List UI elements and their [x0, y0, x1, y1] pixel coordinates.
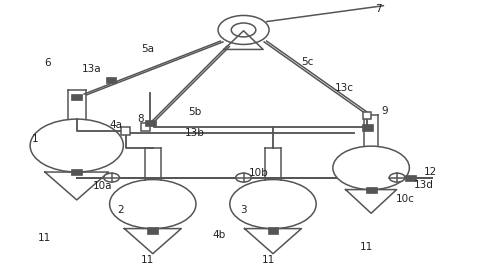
Text: 7: 7: [375, 4, 382, 14]
Bar: [141, 123, 150, 131]
Circle shape: [110, 179, 196, 228]
Text: 8: 8: [137, 114, 144, 124]
Text: 11: 11: [141, 255, 154, 265]
Text: 11: 11: [360, 242, 373, 252]
Text: 4b: 4b: [213, 230, 226, 240]
Circle shape: [389, 173, 405, 182]
Bar: [71, 94, 82, 100]
Bar: [366, 186, 376, 193]
Text: 3: 3: [240, 205, 247, 215]
Circle shape: [333, 146, 409, 190]
Bar: [122, 127, 130, 135]
Text: 6: 6: [44, 59, 51, 68]
Text: 11: 11: [38, 232, 52, 242]
Text: 2: 2: [118, 205, 124, 215]
Bar: [146, 120, 156, 126]
Circle shape: [104, 173, 120, 182]
Bar: [71, 169, 82, 175]
Text: 10c: 10c: [396, 193, 415, 204]
Bar: [148, 227, 158, 234]
Bar: [106, 77, 117, 83]
Bar: [363, 112, 371, 119]
Text: 12: 12: [423, 167, 436, 177]
Text: 13b: 13b: [184, 128, 204, 138]
Bar: [362, 124, 372, 130]
Text: 10b: 10b: [248, 169, 268, 178]
Circle shape: [30, 119, 123, 172]
Text: 13c: 13c: [335, 83, 354, 94]
Text: 5a: 5a: [141, 45, 154, 54]
Text: 13a: 13a: [82, 64, 101, 74]
Bar: [405, 174, 416, 181]
Bar: [268, 227, 278, 234]
Text: 4a: 4a: [110, 120, 123, 130]
Text: 13d: 13d: [414, 179, 433, 190]
Text: 1: 1: [31, 134, 38, 144]
Text: 10a: 10a: [93, 181, 113, 191]
Circle shape: [236, 173, 251, 182]
Text: 11: 11: [261, 255, 275, 265]
Text: 5b: 5b: [188, 107, 201, 117]
Text: 9: 9: [381, 106, 388, 116]
Text: 5c: 5c: [301, 57, 313, 67]
Circle shape: [230, 179, 316, 228]
